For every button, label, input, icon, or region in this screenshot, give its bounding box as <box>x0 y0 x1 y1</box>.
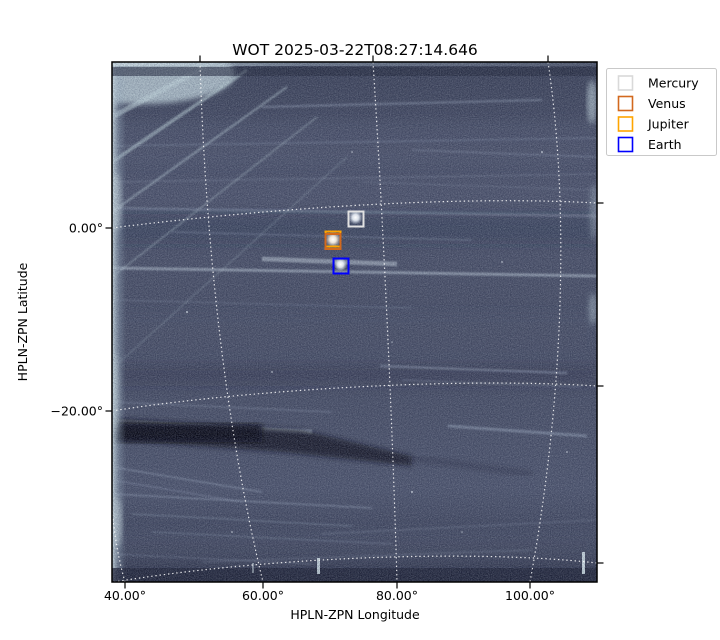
starfield-image <box>112 62 597 582</box>
y-tick-label: −20.00° <box>50 404 103 419</box>
y-tick-label: 0.00° <box>69 221 103 236</box>
legend-label-mercury: Mercury <box>648 76 699 91</box>
earth-glow <box>334 258 347 271</box>
venus-glow <box>325 231 341 248</box>
x-tick-label: 40.00° <box>104 588 146 603</box>
legend-label-venus: Venus <box>648 96 686 111</box>
x-tick-label: 80.00° <box>376 588 418 603</box>
legend-swatch-venus <box>617 95 634 112</box>
grid-lat-minus40 <box>113 555 597 582</box>
y-axis-label: HPLN-ZPN Latitude <box>15 262 30 381</box>
legend-swatch-jupiter <box>617 116 634 132</box>
axes-frame <box>111 61 598 583</box>
x-tick-label: 60.00° <box>242 588 284 603</box>
graticule <box>112 62 597 582</box>
legend-swatch-mercury <box>617 75 634 91</box>
venus-marker <box>324 233 342 250</box>
legend-label-earth: Earth <box>648 137 682 152</box>
legend-label-jupiter: Jupiter <box>647 117 690 132</box>
tick-marks <box>105 55 604 589</box>
grid-lat-minus20 <box>112 382 597 412</box>
legend: Mercury Venus Jupiter Earth <box>606 68 717 156</box>
mercury-glow <box>348 210 363 225</box>
legend-box <box>606 68 717 156</box>
grain-dark <box>112 62 597 582</box>
legend-swatch-earth <box>617 136 634 153</box>
x-axis-label: HPLN-ZPN Longitude <box>290 607 420 622</box>
x-tick-label: 100.00° <box>505 588 555 603</box>
mercury-marker <box>347 210 365 228</box>
plot-title: WOT 2025-03-22T08:27:14.646 <box>232 41 478 59</box>
earth-marker <box>332 257 350 275</box>
